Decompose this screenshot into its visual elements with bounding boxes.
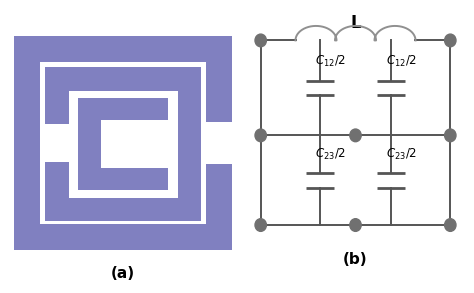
Polygon shape — [14, 224, 232, 250]
Circle shape — [350, 219, 361, 231]
Polygon shape — [206, 164, 232, 224]
Circle shape — [255, 219, 266, 231]
Text: $C_{12}/2$: $C_{12}/2$ — [315, 54, 346, 69]
Text: (a): (a) — [111, 266, 135, 281]
Circle shape — [255, 34, 266, 47]
Text: (b): (b) — [343, 252, 368, 267]
Polygon shape — [14, 36, 232, 62]
Circle shape — [445, 129, 456, 142]
Polygon shape — [78, 168, 168, 190]
Polygon shape — [78, 98, 100, 190]
Polygon shape — [78, 98, 168, 120]
Polygon shape — [45, 91, 69, 124]
Text: $C_{23}/2$: $C_{23}/2$ — [386, 146, 417, 162]
Circle shape — [445, 34, 456, 47]
Polygon shape — [45, 162, 69, 197]
Polygon shape — [14, 62, 40, 224]
Circle shape — [255, 129, 266, 142]
Polygon shape — [45, 197, 201, 221]
Text: $C_{12}/2$: $C_{12}/2$ — [386, 54, 417, 69]
Circle shape — [350, 129, 361, 142]
Circle shape — [445, 219, 456, 231]
Polygon shape — [206, 62, 232, 122]
Polygon shape — [45, 67, 201, 91]
Text: L: L — [350, 14, 361, 32]
Polygon shape — [178, 91, 201, 197]
Text: $C_{23}/2$: $C_{23}/2$ — [315, 146, 346, 162]
